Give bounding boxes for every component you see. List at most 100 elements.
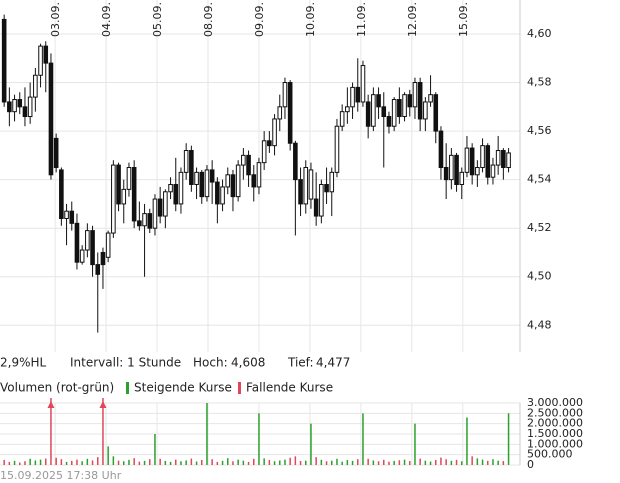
candle-body bbox=[350, 86, 355, 108]
volume-bar bbox=[341, 461, 343, 465]
volume-bar bbox=[284, 459, 286, 465]
candle-body bbox=[495, 150, 501, 166]
volume-bar bbox=[357, 459, 359, 465]
candle-body bbox=[95, 264, 101, 275]
candle-body bbox=[199, 171, 205, 198]
candle-body bbox=[267, 140, 272, 147]
high-label: Hoch: bbox=[193, 356, 228, 370]
volume-bar bbox=[305, 460, 307, 465]
candle-body bbox=[74, 222, 80, 263]
candle-body bbox=[501, 150, 506, 169]
volume-bar bbox=[502, 461, 505, 465]
volume-bar bbox=[180, 461, 182, 465]
candle-body bbox=[33, 74, 38, 98]
candle-body bbox=[438, 130, 444, 169]
volume-bar bbox=[258, 413, 260, 465]
volume-bar bbox=[481, 459, 484, 465]
candle-body bbox=[381, 106, 387, 118]
candle-body bbox=[178, 171, 184, 205]
volume-bar bbox=[211, 459, 213, 465]
volume-bar bbox=[466, 417, 468, 465]
volume-bar bbox=[351, 460, 354, 465]
candle-body bbox=[43, 45, 49, 64]
volume-bar bbox=[450, 460, 453, 465]
candle-body bbox=[449, 154, 454, 181]
candle-body bbox=[142, 213, 147, 227]
candle-body bbox=[131, 167, 137, 222]
volume-bar bbox=[372, 460, 375, 465]
candle-body bbox=[345, 106, 350, 113]
x-tick-label: 05.09. bbox=[151, 2, 164, 37]
y2-tick-label: 500.000 bbox=[527, 448, 573, 461]
candle-body bbox=[376, 94, 381, 108]
candle-body bbox=[173, 183, 179, 205]
volume-bar bbox=[34, 460, 37, 465]
candle-body bbox=[64, 210, 69, 219]
candle-body bbox=[225, 174, 231, 188]
candle-body bbox=[152, 198, 158, 229]
volume-bar bbox=[471, 456, 473, 465]
candle-body bbox=[386, 116, 392, 127]
candle-body bbox=[443, 167, 449, 181]
timestamp: 15.09.2025 17:38 Uhr bbox=[0, 469, 122, 482]
candle-body bbox=[287, 82, 293, 144]
volume-bar bbox=[268, 460, 271, 465]
volume-bar bbox=[185, 460, 187, 465]
volume-bar bbox=[383, 459, 385, 465]
candle-body bbox=[360, 65, 366, 103]
volume-bar bbox=[320, 459, 323, 465]
candle-body bbox=[355, 86, 361, 103]
y2-tick-label: 3.000.000 bbox=[527, 396, 583, 409]
volume-bar bbox=[45, 458, 47, 465]
candle-body bbox=[329, 171, 335, 193]
volume-bar bbox=[232, 461, 234, 465]
legend-swatch bbox=[238, 382, 241, 394]
volume-bar bbox=[487, 460, 489, 465]
candle-body bbox=[230, 174, 236, 198]
volume-bar bbox=[279, 460, 281, 465]
volume-bar bbox=[216, 461, 219, 465]
candle-body bbox=[59, 169, 64, 219]
candle-body bbox=[490, 164, 496, 178]
volume-bar bbox=[143, 460, 146, 465]
candle-body bbox=[27, 96, 33, 118]
candle-body bbox=[90, 230, 95, 266]
candle-body bbox=[371, 94, 376, 127]
volume-bar bbox=[221, 460, 224, 465]
y2-tick-label: 2.500.000 bbox=[527, 406, 583, 419]
volume-bar bbox=[409, 461, 411, 465]
candle-body bbox=[277, 106, 283, 120]
candle-body bbox=[417, 82, 423, 120]
volume-bar bbox=[507, 413, 510, 465]
candle-body bbox=[469, 147, 475, 176]
x-tick-label: 03.09. bbox=[49, 2, 62, 37]
x-tick-label: 15.09. bbox=[457, 2, 470, 37]
volume-bar bbox=[159, 458, 161, 465]
candle-body bbox=[293, 142, 298, 181]
legend-label: Fallende Kurse bbox=[246, 381, 333, 395]
x-tick-label: 09.09. bbox=[253, 2, 266, 37]
legend-label: Steigende Kurse bbox=[134, 381, 232, 395]
candle-body bbox=[423, 101, 428, 120]
candle-body bbox=[402, 94, 407, 118]
candle-body bbox=[215, 181, 220, 205]
volume-bar bbox=[429, 461, 432, 465]
volume-bar bbox=[398, 460, 401, 465]
x-tick-label: 12.09. bbox=[406, 2, 419, 37]
candle-body bbox=[53, 137, 59, 169]
candle-body bbox=[17, 99, 23, 108]
y-tick-label: 4,56 bbox=[527, 124, 552, 137]
candle-body bbox=[428, 94, 433, 103]
candle-body bbox=[194, 171, 199, 185]
volume-bar bbox=[81, 461, 83, 465]
volume-bar bbox=[440, 457, 442, 465]
volume-bar bbox=[247, 461, 250, 465]
y2-tick-label: 1.500.000 bbox=[527, 427, 583, 440]
candle-body bbox=[407, 94, 413, 108]
volume-bar bbox=[201, 460, 203, 465]
candle-body bbox=[79, 249, 85, 263]
volume-bar bbox=[424, 460, 427, 465]
candle-body bbox=[246, 154, 251, 176]
candle-body bbox=[324, 183, 329, 193]
y-tick-label: 4,54 bbox=[527, 173, 552, 186]
